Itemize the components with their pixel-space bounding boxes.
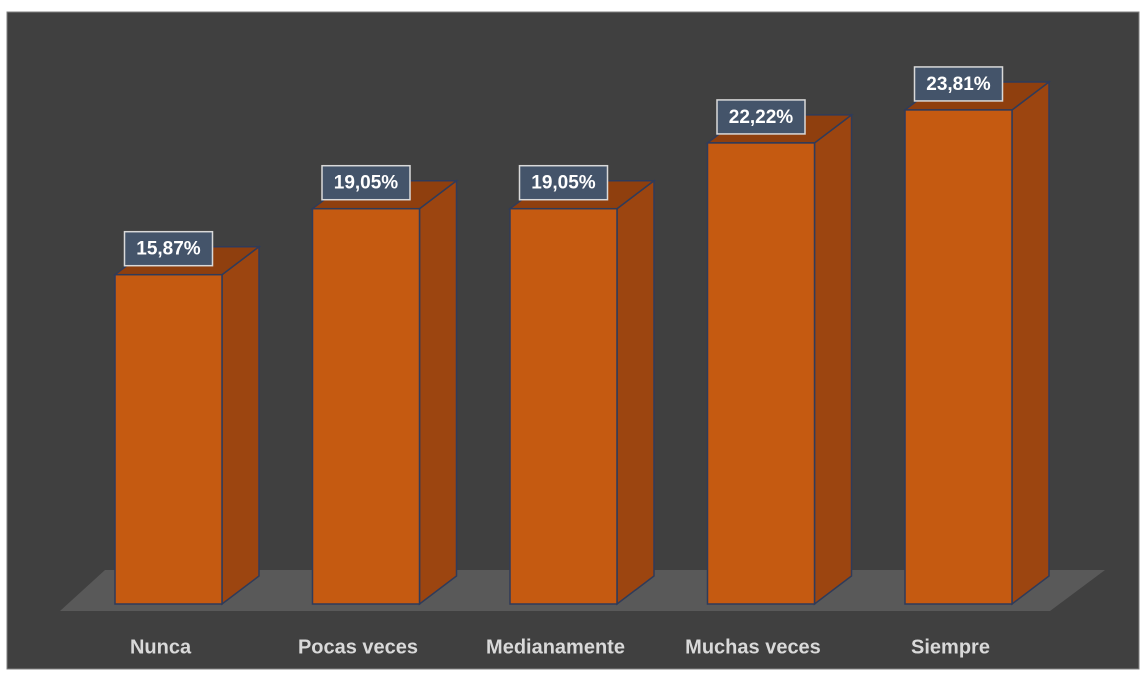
x-tick-label: Medianamente — [486, 636, 625, 658]
data-label: 22,22% — [729, 107, 794, 128]
data-label: 23,81% — [926, 74, 991, 95]
bar-side — [1011, 80, 1050, 606]
bar-side — [221, 245, 260, 606]
bar — [706, 142, 816, 605]
bar-side — [616, 179, 655, 606]
bar-side — [813, 113, 853, 606]
data-label-box — [716, 99, 806, 135]
x-tick-label: Muchas veces — [685, 636, 821, 658]
bar-side — [418, 179, 458, 606]
x-tick-label: Siempre — [911, 636, 990, 658]
data-label: 15,87% — [136, 239, 201, 260]
bar — [904, 109, 1013, 605]
x-tick-label: Pocas veces — [298, 636, 418, 658]
data-label-box — [123, 230, 214, 267]
x-tick-label: Nunca — [130, 636, 192, 658]
data-label-box — [913, 66, 1004, 102]
bar — [114, 273, 223, 605]
data-label-box — [321, 164, 411, 201]
data-label: 19,05% — [531, 173, 596, 194]
bar — [509, 207, 618, 605]
data-label-box — [518, 164, 609, 201]
bar — [311, 207, 421, 605]
data-label: 19,05% — [334, 173, 399, 194]
